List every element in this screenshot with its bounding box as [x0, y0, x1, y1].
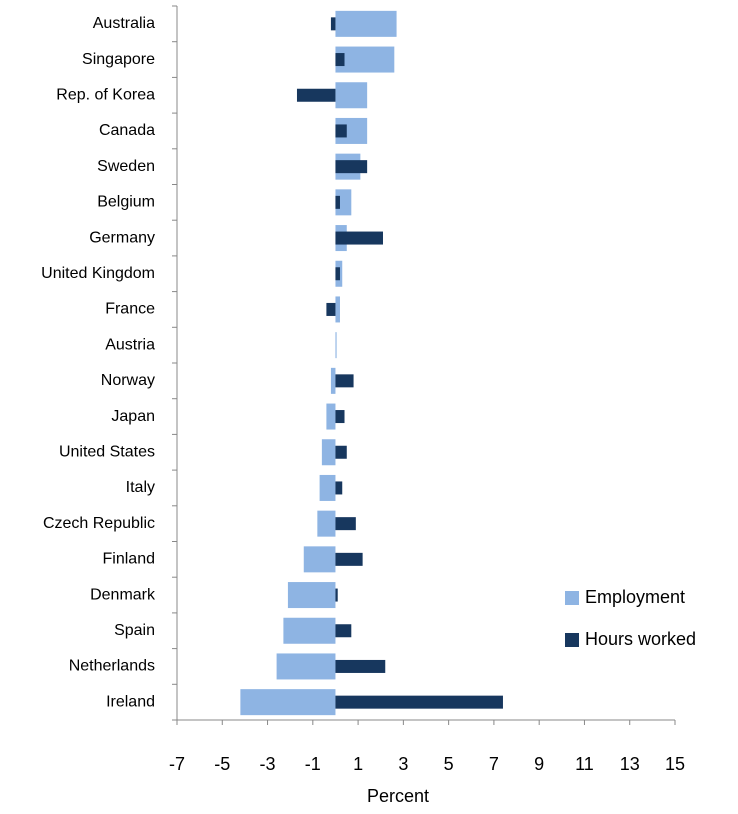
bar	[321, 439, 336, 466]
bar	[335, 695, 503, 709]
x-tick-label: -7	[169, 754, 185, 774]
bar	[283, 617, 336, 644]
y-tick-label: Germany	[89, 229, 155, 246]
bar	[335, 588, 338, 602]
bar	[319, 474, 336, 501]
x-tick-label: 9	[534, 754, 544, 774]
legend-swatch	[565, 633, 579, 647]
bar	[335, 231, 383, 245]
bar	[335, 296, 340, 323]
x-tick-label: 1	[353, 754, 363, 774]
x-tick-label: 11	[575, 754, 594, 774]
legend-label: Hours worked	[585, 629, 696, 649]
y-tick-label: Ireland	[106, 693, 155, 710]
y-tick-label: United States	[59, 443, 155, 460]
bar	[335, 46, 395, 73]
y-tick-label: France	[105, 301, 155, 318]
bar	[326, 302, 336, 316]
bar	[317, 510, 336, 537]
bar	[335, 332, 337, 359]
bar	[326, 403, 336, 430]
y-tick-label: Finland	[103, 551, 155, 568]
y-tick-label: Canada	[99, 122, 155, 139]
bar	[335, 160, 368, 174]
bar	[335, 267, 340, 281]
y-tick-label: Denmark	[90, 586, 156, 603]
bar	[335, 410, 345, 424]
bar	[240, 689, 336, 716]
y-tick-label: Austria	[105, 336, 155, 353]
bar	[335, 517, 356, 531]
y-tick-label: Belgium	[97, 194, 155, 211]
y-tick-label: Czech Republic	[43, 515, 155, 532]
bar	[276, 653, 336, 680]
bar	[335, 374, 354, 388]
y-tick-label: Australia	[93, 15, 155, 32]
bar	[335, 659, 386, 673]
bar	[335, 445, 347, 459]
x-tick-label: -5	[214, 754, 230, 774]
y-tick-label: Spain	[114, 622, 155, 639]
y-tick-label: Rep. of Korea	[56, 86, 155, 103]
bar	[335, 124, 347, 138]
y-tick-label: United Kingdom	[41, 265, 155, 282]
bar	[303, 546, 336, 573]
bar	[330, 367, 336, 394]
x-tick-label: -1	[305, 754, 321, 774]
legend-label: Employment	[585, 587, 685, 607]
y-tick-label: Norway	[101, 372, 155, 389]
y-tick-label: Italy	[126, 479, 155, 496]
x-tick-label: 13	[620, 754, 640, 774]
bar	[335, 624, 352, 638]
y-tick-label: Singapore	[82, 51, 155, 68]
bar	[335, 10, 397, 37]
bar	[335, 195, 340, 209]
bar	[330, 17, 336, 31]
x-tick-label: 3	[398, 754, 408, 774]
bar	[335, 481, 343, 495]
y-tick-label: Japan	[111, 408, 155, 425]
bar	[335, 552, 363, 566]
x-tick-label: 15	[665, 754, 685, 774]
bar	[287, 582, 336, 609]
x-tick-label: -3	[260, 754, 276, 774]
x-axis-label: Percent	[367, 786, 429, 806]
x-tick-label: 5	[444, 754, 454, 774]
y-tick-label: Netherlands	[69, 658, 155, 675]
x-tick-label: 7	[489, 754, 499, 774]
bar	[335, 82, 368, 109]
y-tick-label: Sweden	[97, 158, 155, 175]
bar	[296, 88, 336, 102]
bar	[335, 53, 345, 67]
legend-swatch	[565, 591, 579, 605]
